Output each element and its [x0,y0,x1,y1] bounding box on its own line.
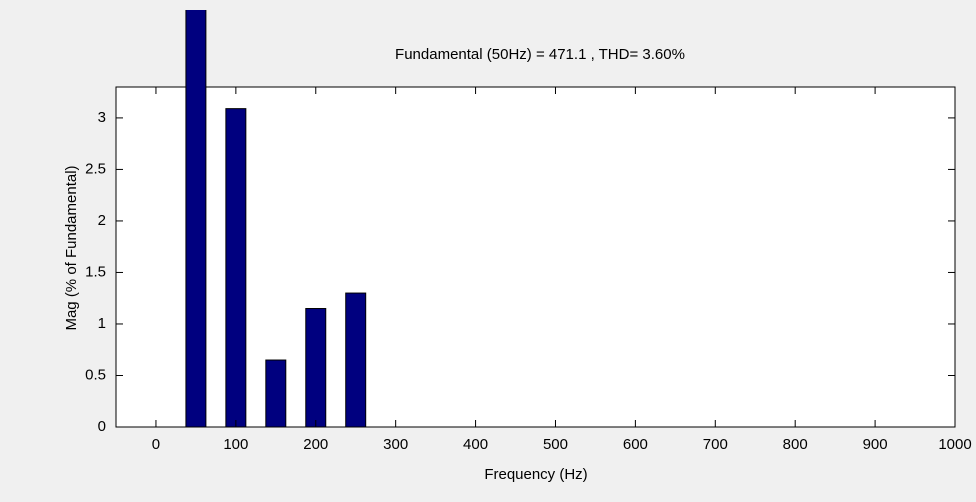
y-tick-label: 3 [98,109,106,126]
y-tick-label: 0.5 [85,366,106,383]
x-tick-label: 900 [863,436,888,453]
bar [345,292,367,428]
y-axis-label: Mag (% of Fundamental) [63,165,80,330]
y-tick-label: 1 [98,315,106,332]
x-tick-label: 800 [783,436,808,453]
y-tick-label: 2 [98,212,106,229]
bar [225,108,247,428]
x-tick-label: 100 [223,436,248,453]
x-tick-label: 0 [152,436,160,453]
y-tick-label: 0 [98,418,106,435]
x-tick-label: 400 [463,436,488,453]
bars [185,10,367,428]
x-tick-label: 700 [703,436,728,453]
x-axis-label: Frequency (Hz) [484,466,587,483]
y-tick-label: 2.5 [85,160,106,177]
chart-title: Fundamental (50Hz) = 471.1 , THD= 3.60% [395,46,685,63]
x-tick-label: 1000 [938,436,971,453]
x-tick-label: 500 [543,436,568,453]
x-tick-label: 300 [383,436,408,453]
x-tick-label: 200 [303,436,328,453]
x-tick-label: 600 [623,436,648,453]
y-tick-label: 1.5 [85,263,106,280]
plot-area [115,86,956,428]
bar [305,308,327,428]
bar [185,10,207,428]
bar [265,359,287,428]
